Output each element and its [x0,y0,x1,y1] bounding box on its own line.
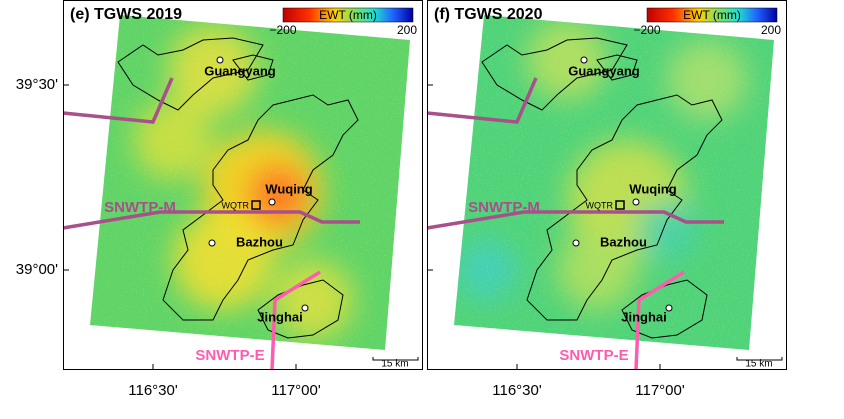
canal-label: SNWTP-E [559,347,628,364]
noise [454,15,774,350]
y-axis-label: 39°00' [16,261,58,278]
place-dot [580,56,588,64]
panel-title: (e) TGWS 2019 [70,6,182,23]
colorbar-max: 200 [397,23,417,37]
canal-branch [426,77,538,124]
canal-e [634,270,685,371]
scale-label: 15 km [745,359,772,370]
panel-title: (f) TGWS 2020 [434,6,543,23]
district-boundary [162,94,359,321]
map-panel: (f) TGWS 2020 EWT (mm) −200 200 Guangyang Wuq… [426,0,787,399]
frame [427,0,787,370]
place-dot [572,239,580,247]
place-label: Wuqing [629,181,676,196]
wqtr-label: WQTR [586,200,614,210]
scale-box [732,353,786,369]
ewt-anomalies [90,15,410,350]
place-label: Bazhou [600,234,647,249]
colorbar [282,7,414,23]
y-axis-label: 39°30' [16,76,58,93]
scale-bar [736,357,783,361]
colorbar-label: EWT (mm) [683,8,741,22]
canal-e [270,270,321,371]
colorbar-max: 200 [761,23,781,37]
x-axis-label: 116°30' [492,382,542,399]
colorbar-min: −200 [633,23,660,37]
canal-label: SNWTP-M [104,199,176,216]
frame [63,0,423,370]
place-label: Bazhou [236,234,283,249]
place-label: Wuqing [265,181,312,196]
canal-label: SNWTP-E [195,347,264,364]
scale-box [368,353,422,369]
place-dot [632,198,640,206]
colorbar-min: −200 [269,23,296,37]
map-panel: (e) TGWS 2019 EWT (mm) −200 200 Guangyang Wuq… [62,0,423,399]
colorbar [646,7,778,23]
district-boundary [232,54,274,81]
wqtr-box [251,200,261,210]
wqtr-label: WQTR [222,200,250,210]
canal-m [426,210,724,230]
place-dot [301,304,309,312]
place-dot [216,56,224,64]
place-label: Guangyang [204,63,276,78]
canal-label: SNWTP-M [468,199,540,216]
wqtr-box [615,200,625,210]
noise [90,15,410,350]
x-axis-label: 117°00' [271,382,321,399]
place-label: Guangyang [568,63,640,78]
district-boundary [526,94,723,321]
place-label: Jinghai [257,309,303,324]
canal-m [62,210,360,230]
x-axis-label: 116°30' [128,382,178,399]
scale-bar [372,357,419,361]
canal-branch [62,77,174,124]
district-boundary [596,54,638,81]
place-dot [208,239,216,247]
place-dot [665,304,673,312]
ewt-anomalies [454,15,774,350]
scale-label: 15 km [381,359,408,370]
colorbar-label: EWT (mm) [319,8,377,22]
x-axis-label: 117°00' [635,382,685,399]
place-dot [268,198,276,206]
place-label: Jinghai [621,309,667,324]
